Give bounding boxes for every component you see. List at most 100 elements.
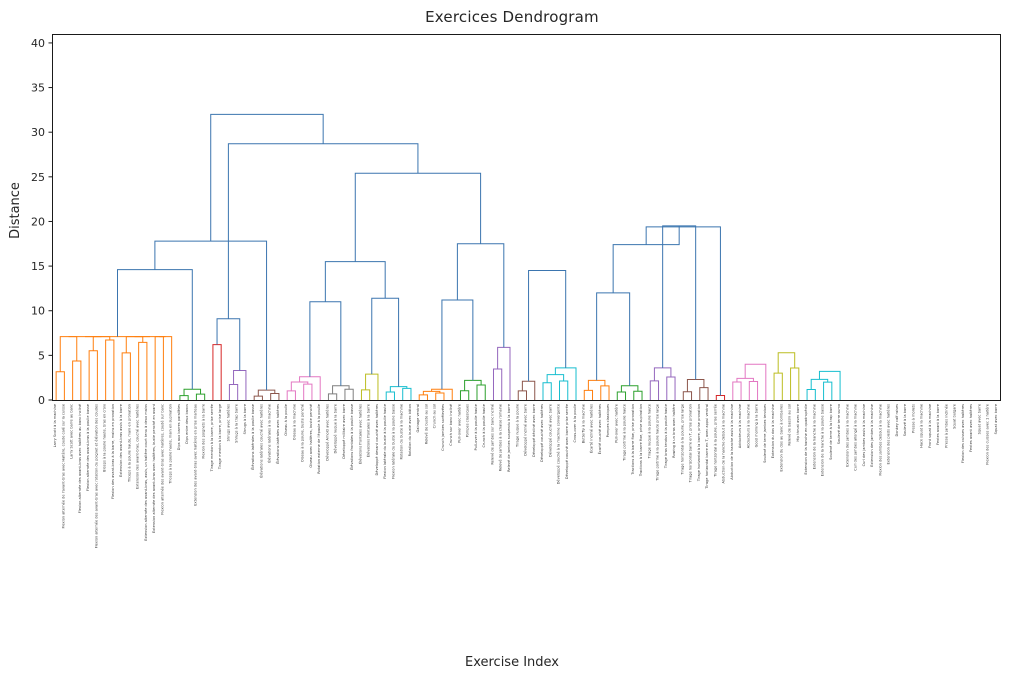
leaf-label: Tirage horizontal à la barre, prise pron… [697, 404, 701, 482]
leaf-label: Tirage poitrine à la poulie haute prise … [656, 404, 660, 482]
leaf-label: Curl des jambes allongé à la machine [854, 404, 858, 471]
leaf-label: Extension des jambes à la machine [845, 404, 849, 467]
dendrogram-link [616, 391, 627, 400]
y-axis-ticks: 0 5 10 15 20 25 30 35 40 [31, 37, 52, 407]
dendrogram-link [633, 390, 643, 400]
dendrogram-link [179, 395, 189, 400]
y-tick-label: 25 [31, 171, 45, 184]
dendrogram-link [653, 367, 672, 381]
dendrogram-link [583, 389, 594, 400]
leaf-label: Élévations latérales à la machine [267, 404, 272, 463]
leaf-label: Extension de la hanche en quadrupédie [804, 404, 808, 475]
leaf-label: Soulevé de terre sumo [837, 404, 841, 444]
dendrogram-link [596, 292, 631, 386]
leaf-label: Extension alternée des avant-bras avec h… [152, 403, 156, 533]
leaf-label: Hack squat à la machine [920, 404, 924, 448]
x-axis-label: Exercise Index [464, 655, 559, 670]
leaf-label: Abduction de la hanche assis à la machin… [730, 404, 734, 480]
dendrogram-link [344, 388, 354, 400]
leaf-label: Oiseau à la poulie [284, 404, 288, 436]
leaf-label: Tractions à la barre fixe, prise supinat… [639, 404, 643, 477]
dendrogram-link [666, 376, 676, 400]
leaf-label: Gainage ventral [416, 404, 420, 432]
leaf-label: Flexion alternée des avant-bras avec hal… [78, 404, 82, 513]
dendrogram-link [371, 297, 400, 387]
leaf-label: Relevé de bassin au sol [788, 404, 792, 446]
dendrogram-link [159, 336, 173, 400]
dendrogram-link [546, 374, 565, 383]
dendrogram-link [327, 393, 338, 400]
leaf-label: Fentes avant à la barre [936, 404, 940, 445]
dendrogram-link [286, 390, 296, 400]
leaf-label: Tirage nuque à la poulie [515, 404, 519, 448]
leaf-label: Dips entre deux bancs [185, 404, 189, 444]
leaf-label: Développé militaire avec barre [342, 404, 346, 459]
leaf-label: Élévations latérales couché avec haltère… [258, 404, 263, 478]
leaf-label: Presse à mollets [911, 404, 915, 433]
leaf-label: Extension de la hanche à la machine [812, 404, 816, 469]
dendrogram-link [183, 388, 202, 396]
leaf-label: Biceps à la poulie haute, bras en croix [103, 404, 107, 472]
dendrogram-link [121, 352, 131, 400]
leaf-label: Crunch jambes surélevées [441, 404, 445, 451]
dendrogram-link [699, 387, 709, 400]
leaf-label: Tirage bras tendus à la poulie haute [664, 404, 668, 469]
dendrogram-link [459, 390, 470, 400]
dendrogram-link [649, 380, 660, 400]
leaf-label: Écarté couché avec haltères [597, 404, 602, 454]
dendrogram-link [818, 370, 841, 400]
dendrogram-link [290, 381, 309, 391]
leaf-label: Extension alternée des avant-bras, assis… [144, 404, 148, 541]
leaf-label: Rotation du buste à la machine [400, 404, 404, 459]
dendrogram-link [270, 393, 280, 400]
dendrogram-link [682, 391, 693, 400]
dendrogram-link [441, 299, 474, 390]
leaf-label: Tractions à la barre fixe, prise pronati… [631, 404, 635, 476]
dendrogram-link [645, 226, 721, 396]
leaf-label: Pull-over à la poulie haute [474, 404, 478, 450]
dendrogram-link [542, 382, 552, 400]
leaf-label: Extension des jambes à la machine [870, 404, 874, 467]
leaf-label: Rotation externe de l'épaule à la poulie [317, 404, 321, 474]
leaf-label: Pompes classiques [466, 404, 470, 438]
leaf-label: Développé décliné avec barre [532, 404, 536, 457]
leaf-label: Pompes classiques [606, 404, 610, 438]
dendrogram-link [389, 386, 408, 392]
leaf-label: Abducteurs à la machine [746, 404, 750, 448]
dendrogram-link [554, 367, 577, 400]
leaf-label: Tirage nuque à la poulie haute [647, 404, 651, 459]
y-tick-label: 0 [38, 394, 45, 407]
leaf-label: Développé couché avec haltères [540, 404, 544, 462]
dendrogram-link [559, 380, 569, 400]
leaf-label: Élévations frontales à la barre [366, 404, 371, 457]
leaf-label: Shrugs à la barre [243, 404, 247, 434]
dendrogram-links [55, 113, 841, 400]
dendrogram-link [72, 360, 82, 400]
leaf-label: Développé Arnold avec haltères [325, 404, 329, 461]
dendrogram-link [138, 341, 148, 400]
leaf-label: Crunch sur banc incliné [449, 404, 453, 446]
dendrogram-link [686, 378, 705, 392]
leaf-label: Tirage menton à la barre, prise large [218, 404, 222, 470]
leaf-label: Crunch au sol [433, 404, 437, 428]
leaf-label: Adducteurs à la machine [738, 404, 742, 448]
dendrogram-link [92, 336, 111, 351]
dendrogram-link [365, 373, 379, 400]
leaf-label: Extension des avant-bras assis à la barr… [119, 404, 123, 477]
leaf-label: Relevé de buste au sol [424, 404, 428, 444]
y-tick-label: 20 [31, 215, 45, 228]
leaf-label: Élévations frontales à la poulie basse [349, 404, 354, 470]
y-tick-label: 15 [31, 260, 45, 273]
leaf-label: Flexion des cuisses avec 1 haltère [986, 404, 990, 465]
dendrogram-link [435, 392, 445, 400]
leaf-label: Shrugs à la trap barre [235, 404, 239, 443]
leaf-label: Abduction de la hanche debout à la machi… [722, 404, 726, 484]
leaf-label: Flexion alternée des avant-bras avec hal… [160, 404, 164, 515]
dendrogram-link [212, 344, 222, 400]
dendrogram-link [59, 336, 78, 372]
leaf-label: Rowing à un bras avec haltère [672, 404, 676, 458]
leaf-labels: Larry Scott à la machine Flexion alternée… [53, 403, 998, 548]
leaf-label: Squat avec barre [977, 404, 981, 434]
dendrogram-link [55, 371, 65, 400]
axes-frame [52, 34, 1001, 401]
